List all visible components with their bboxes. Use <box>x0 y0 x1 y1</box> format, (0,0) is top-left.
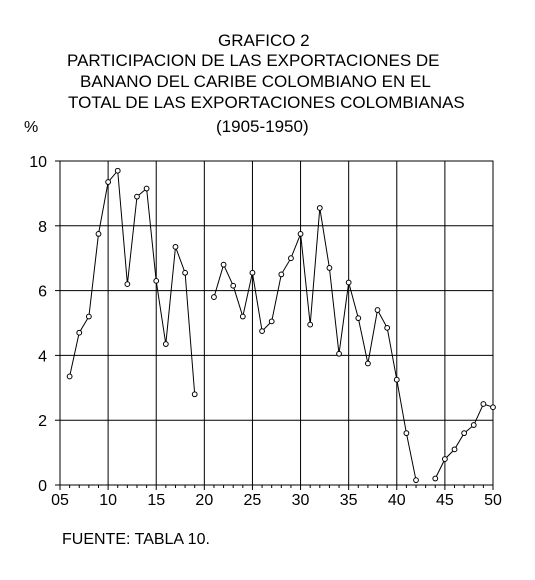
y-tick-label: 0 <box>38 478 47 495</box>
data-point <box>355 315 362 322</box>
data-point <box>153 277 160 284</box>
data-point <box>85 313 92 320</box>
data-point <box>162 341 169 347</box>
x-tick-label: 10 <box>99 492 117 509</box>
x-tick-label: 45 <box>436 492 454 509</box>
y-axis-unit-label: % <box>24 119 39 136</box>
data-point <box>384 324 391 331</box>
data-point <box>191 391 198 398</box>
data-point <box>66 373 73 380</box>
x-tick-label: 40 <box>388 492 406 509</box>
chart-title: GRAFICO 2 <box>218 31 310 50</box>
data-point <box>134 193 140 200</box>
data-point <box>211 294 217 300</box>
series-line <box>213 207 417 481</box>
series-line <box>434 403 494 479</box>
x-tick-label: 25 <box>244 492 262 509</box>
data-point <box>249 269 256 276</box>
data-point <box>182 269 188 276</box>
data-point <box>490 404 496 411</box>
chart-subtitle-line-4: (1905-1950) <box>216 117 309 136</box>
data-point <box>470 422 477 428</box>
data-point <box>307 321 314 328</box>
x-tick-label: 30 <box>292 492 310 509</box>
data-point <box>451 446 458 453</box>
data-point <box>326 265 333 271</box>
x-tick-label: 20 <box>195 492 213 509</box>
data-point <box>105 179 112 185</box>
data-point <box>76 329 83 336</box>
data-point <box>365 360 371 367</box>
data-point <box>413 477 419 484</box>
chart-subtitle-line-3: TOTAL DE LAS EXPORTACIONES COLOMBIANAS <box>68 93 465 112</box>
y-tick-label: 6 <box>38 284 47 301</box>
series-line <box>69 169 196 395</box>
data-point <box>124 281 131 288</box>
data-point <box>432 475 439 482</box>
data-point <box>172 243 179 250</box>
data-point <box>316 205 323 211</box>
data-point <box>345 279 352 286</box>
x-tick-label: 15 <box>147 492 165 509</box>
data-point <box>480 401 487 407</box>
data-point <box>441 456 448 462</box>
y-tick-label: 2 <box>38 413 47 430</box>
data-point <box>220 261 227 268</box>
data-point <box>297 231 304 237</box>
plot-frame <box>59 160 494 486</box>
data-point <box>259 328 265 335</box>
data-point <box>230 282 237 289</box>
data-point <box>278 271 285 278</box>
x-tick-label: 05 <box>51 492 69 509</box>
data-point <box>393 376 400 383</box>
data-point <box>143 185 150 192</box>
data-point <box>95 231 102 237</box>
data-point <box>114 167 121 174</box>
y-tick-label: 4 <box>38 348 47 365</box>
data-point <box>336 350 342 357</box>
data-point <box>268 318 275 325</box>
data-point <box>403 430 410 437</box>
source-note: FUENTE: TABLA 10. <box>62 531 210 548</box>
x-tick-label: 50 <box>484 492 502 509</box>
y-tick-label: 10 <box>29 154 47 171</box>
chart-subtitle-line-1: PARTICIPACION DE LAS EXPORTACIONES DE <box>67 51 440 70</box>
data-point <box>239 313 246 320</box>
data-point <box>288 255 294 262</box>
y-tick-label: 8 <box>38 219 47 236</box>
x-tick-label: 35 <box>340 492 358 509</box>
data-point <box>374 307 381 313</box>
chart-subtitle-line-2: BANANO DEL CARIBE COLOMBIANO EN EL <box>80 72 431 91</box>
data-point <box>461 430 468 437</box>
